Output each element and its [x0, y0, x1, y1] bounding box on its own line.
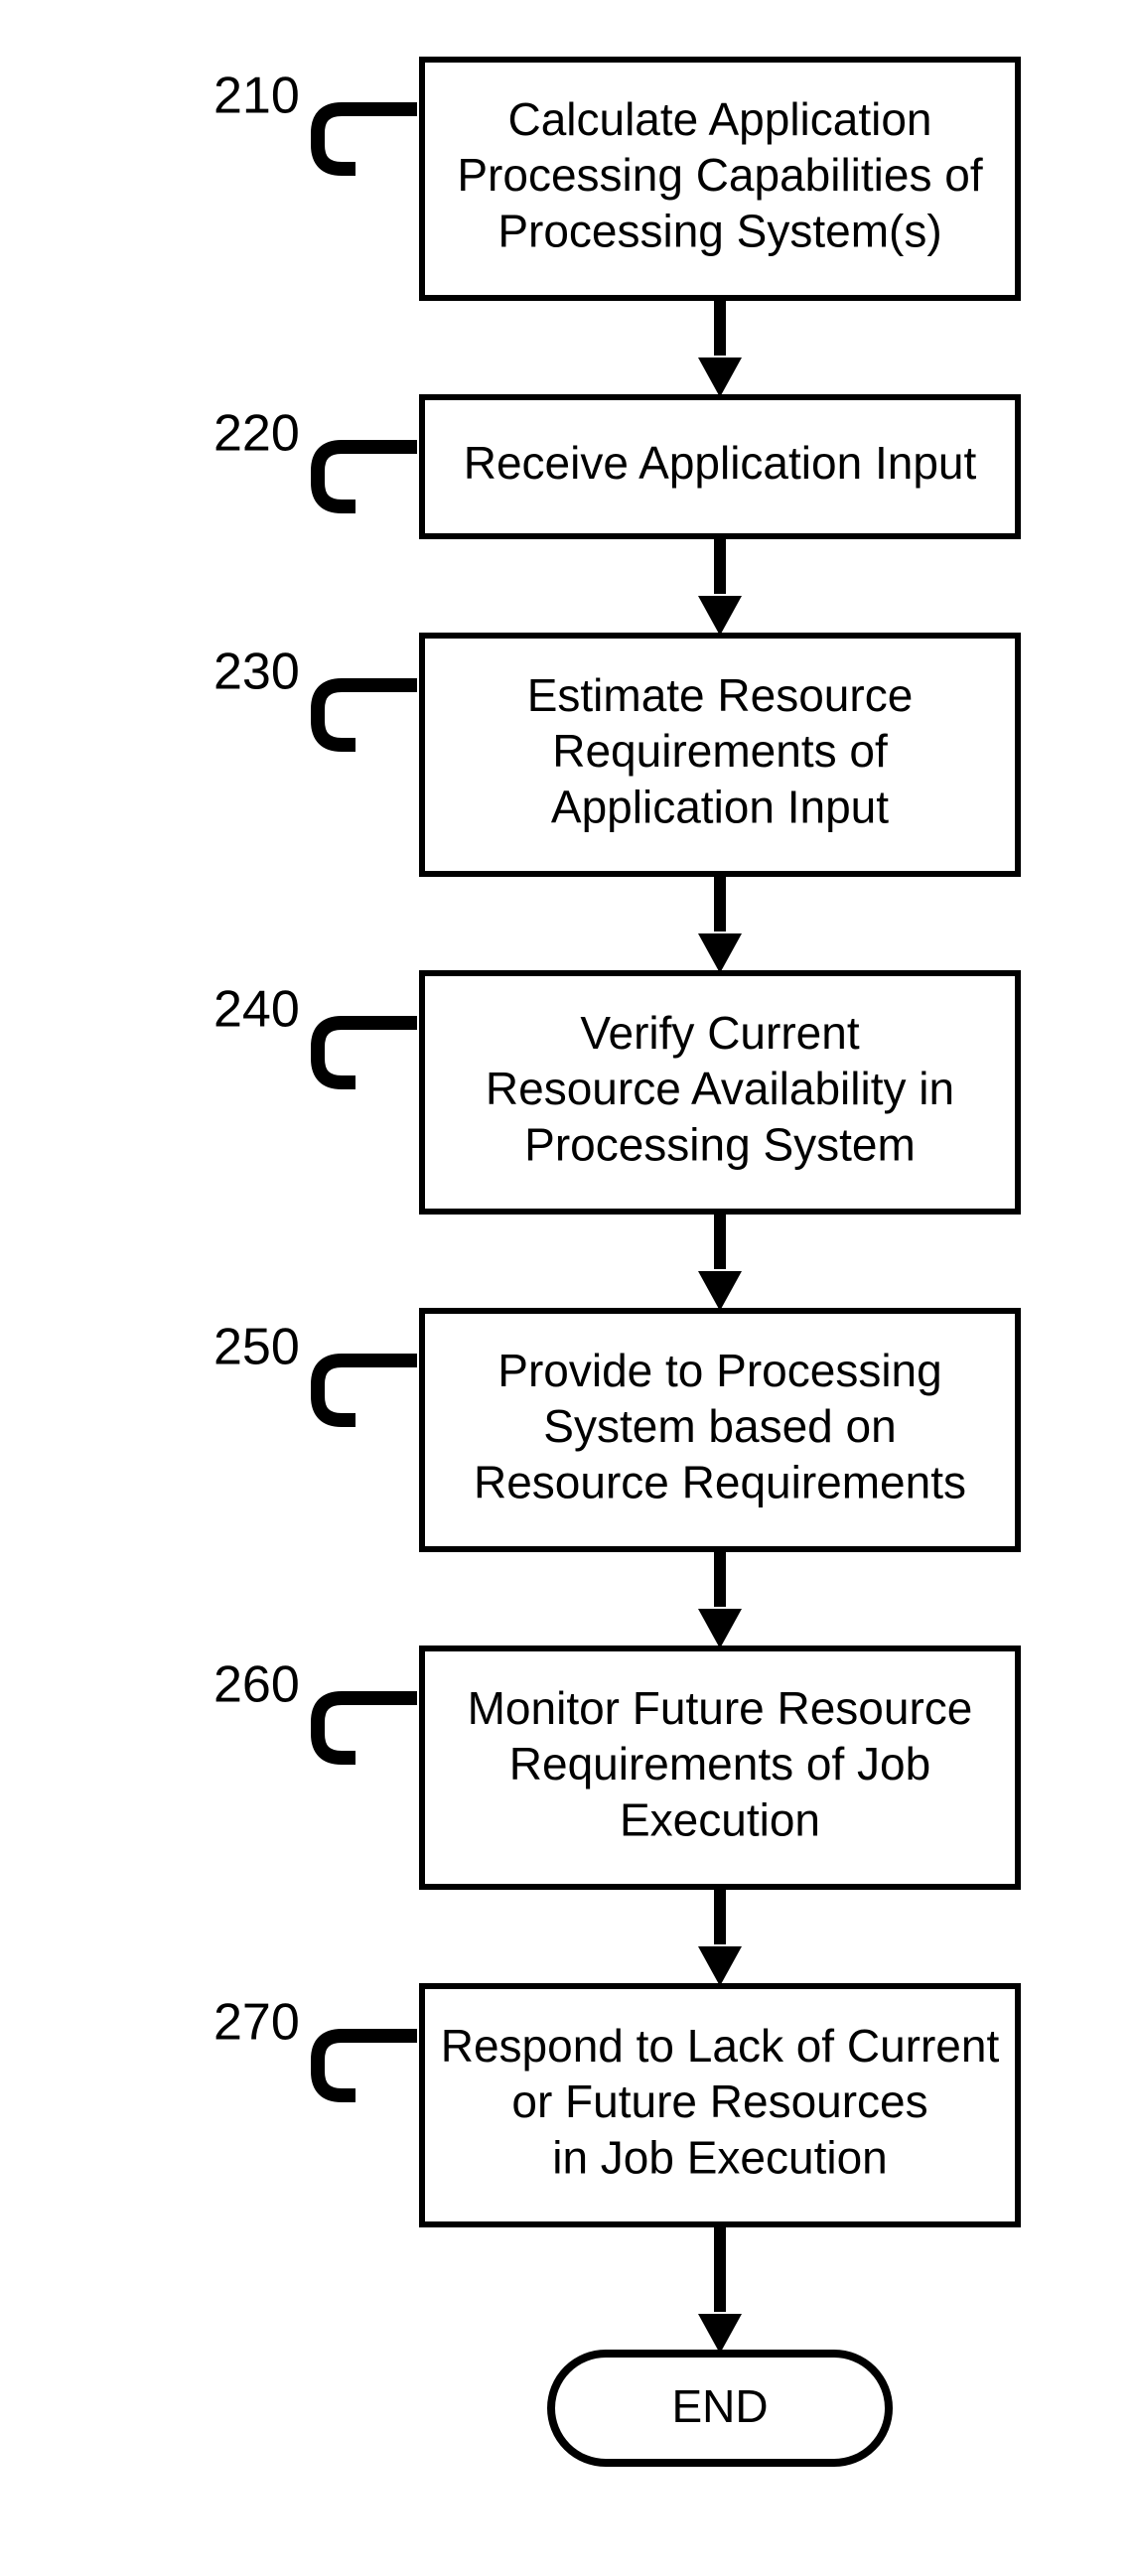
arrowhead-icon	[698, 358, 742, 397]
flow-terminator-end: END	[551, 2354, 889, 2463]
node-text-line: System based on	[543, 1400, 896, 1452]
terminator-text: END	[671, 2380, 768, 2432]
node-text-line: Processing System	[524, 1118, 916, 1170]
node-text-line: Respond to Lack of Current	[441, 2020, 1000, 2072]
label-hook	[318, 2036, 417, 2095]
arrowhead-icon	[698, 933, 742, 973]
node-text-line: Estimate Resource	[527, 669, 914, 721]
node-number-label: 260	[213, 1656, 300, 1714]
arrowhead-icon	[698, 1609, 742, 1648]
node-text-line: or Future Resources	[511, 2075, 927, 2127]
node-number-label: 230	[213, 644, 300, 701]
label-hook	[318, 685, 417, 745]
node-text-line: Processing System(s)	[497, 205, 941, 256]
arrowhead-icon	[698, 1946, 742, 1986]
node-text-line: Provide to Processing	[497, 1345, 941, 1396]
node-text-line: Requirements of	[552, 725, 888, 777]
node-text-line: Application Input	[551, 781, 889, 832]
node-number-label: 220	[213, 405, 300, 463]
node-text-line: Calculate Application	[507, 93, 931, 145]
arrowhead-icon	[698, 1271, 742, 1311]
flow-node-n230: Estimate ResourceRequirements ofApplicat…	[213, 636, 1018, 874]
flow-node-n240: Verify CurrentResource Availability inPr…	[213, 973, 1018, 1212]
node-text-line: Requirements of Job	[509, 1738, 930, 1789]
node-number-label: 270	[213, 1994, 300, 2052]
flow-node-n220: Receive Application Input 220	[213, 397, 1018, 536]
node-text-line: Monitor Future Resource	[468, 1682, 973, 1734]
node-text-line: Processing Capabilities of	[457, 149, 982, 201]
node-text-line: Resource Availability in	[486, 1063, 954, 1114]
arrowhead-icon	[698, 2314, 742, 2354]
node-text-line: Execution	[620, 1793, 820, 1845]
flowchart-canvas: Calculate ApplicationProcessing Capabili…	[0, 0, 1135, 2576]
flow-node-n250: Provide to ProcessingSystem based onReso…	[213, 1311, 1018, 1549]
flow-node-n270: Respond to Lack of Currentor Future Reso…	[213, 1986, 1018, 2224]
label-hook	[318, 1698, 417, 1758]
label-hook	[318, 447, 417, 506]
arrowhead-icon	[698, 596, 742, 636]
node-text-line: Verify Current	[580, 1007, 859, 1059]
flow-node-n260: Monitor Future ResourceRequirements of J…	[213, 1648, 1018, 1887]
label-hook	[318, 1360, 417, 1420]
node-text-line: Receive Application Input	[464, 437, 977, 489]
label-hook	[318, 109, 417, 169]
node-number-label: 240	[213, 981, 300, 1039]
flow-node-n210: Calculate ApplicationProcessing Capabili…	[213, 60, 1018, 298]
node-text-line: in Job Execution	[552, 2131, 888, 2183]
node-text-line: Resource Requirements	[474, 1456, 966, 1507]
node-number-label: 210	[213, 68, 300, 125]
label-hook	[318, 1023, 417, 1082]
node-number-label: 250	[213, 1319, 300, 1376]
